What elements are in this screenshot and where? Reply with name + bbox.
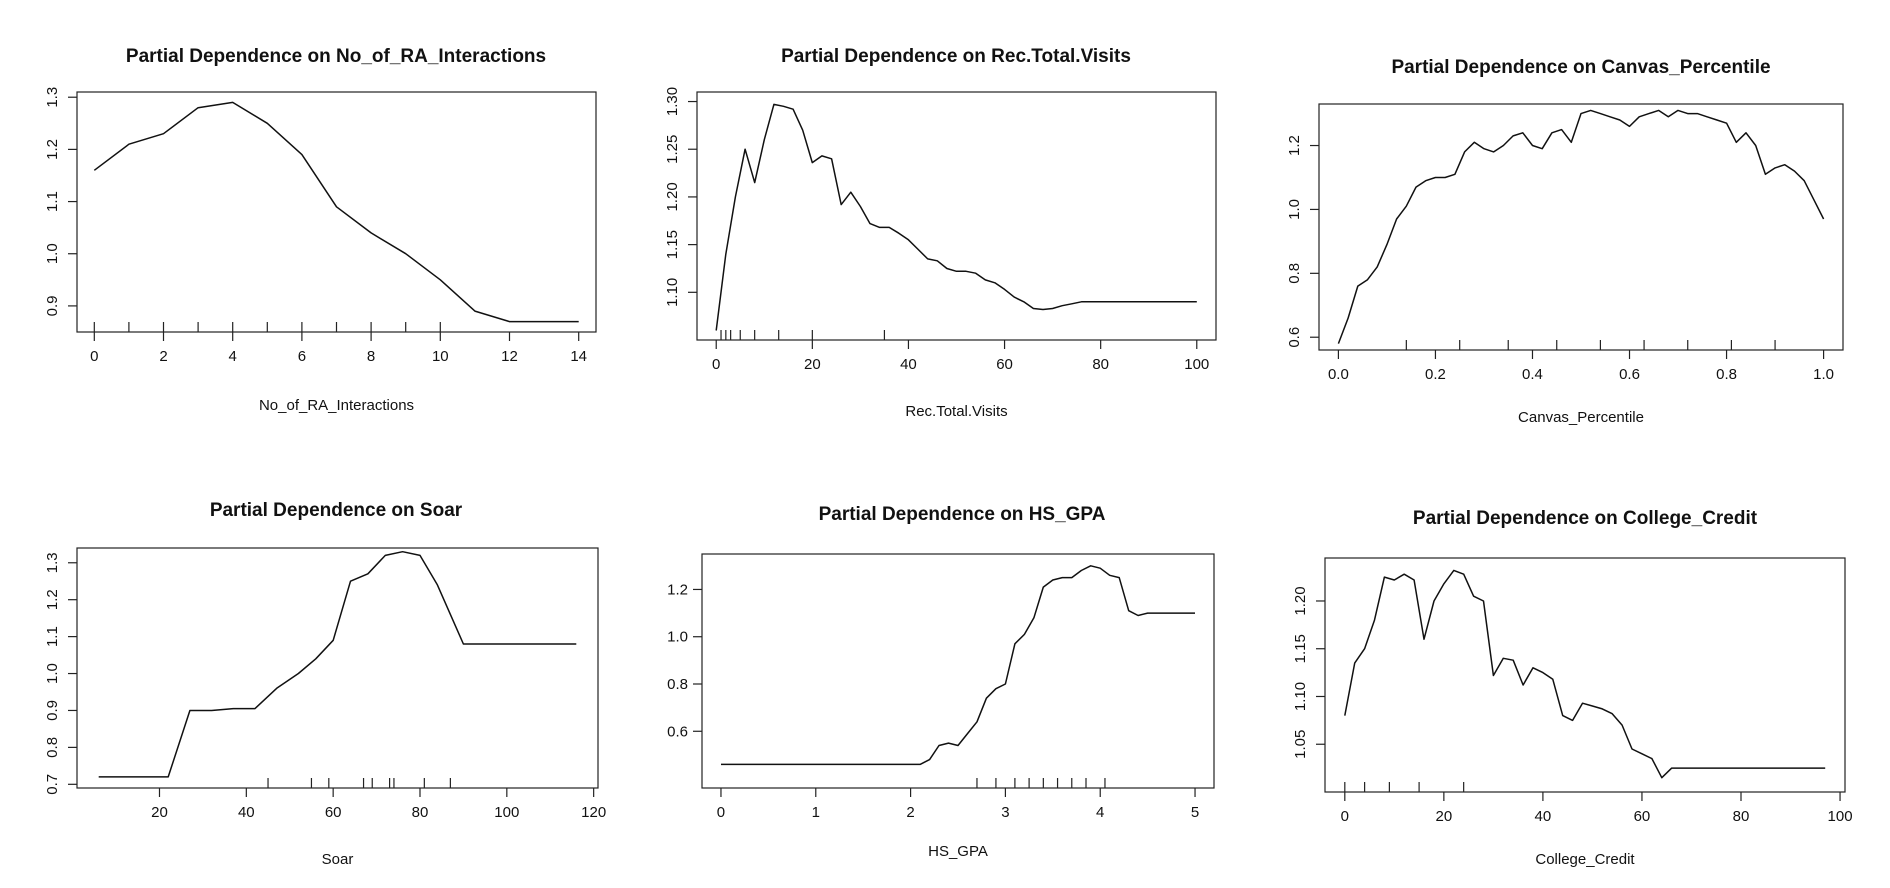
x-tick-label: 0.0: [1328, 366, 1349, 383]
x-tick-label: 8: [367, 348, 375, 365]
y-tick-label: 1.2: [1286, 135, 1303, 156]
x-tick-label: 20: [804, 356, 821, 373]
y-tick-label: 1.3: [44, 87, 61, 108]
y-tick-label: 1.25: [664, 135, 681, 164]
partial-dependence-line: [93, 101, 579, 323]
x-tick-label: 100: [1828, 808, 1853, 825]
y-tick-label: 0.8: [1286, 263, 1303, 284]
plot-frame: [696, 91, 1217, 341]
x-tick-label: 0: [90, 348, 98, 365]
chart-title: Partial Dependence on College_Credit: [1413, 508, 1758, 529]
chart-rec-total-visits: Partial Dependence on Rec.Total.Visits 0 2…: [664, 46, 1217, 420]
x-tick-label: 60: [1634, 808, 1651, 825]
x-tick-label: 100: [494, 804, 519, 821]
x-tick-label: 0.8: [1716, 366, 1737, 383]
chart-title: Partial Dependence on Rec.Total.Visits: [781, 46, 1131, 67]
x-tick-label: 4: [229, 348, 237, 365]
y-tick-label: 0.9: [44, 700, 61, 721]
y-tick-label: 1.0: [667, 629, 688, 646]
x-axis-label: Soar: [322, 851, 354, 868]
chart-title: Partial Dependence on HS_GPA: [819, 504, 1106, 525]
y-tick-label: 0.9: [44, 295, 61, 316]
chart-soar: Partial Dependence on Soar 20 40 60 80 100 120…: [44, 500, 606, 868]
x-tick-label: 10: [432, 348, 449, 365]
x-axis-label: Rec.Total.Visits: [905, 403, 1007, 420]
y-tick-label: 1.0: [44, 243, 61, 264]
chart-title: Partial Dependence on No_of_RA_Interacti…: [126, 46, 546, 67]
y-tick-label: 1.2: [44, 139, 61, 160]
chart-no-of-ra-interactions: Partial Dependence on No_of_RA_Interacti…: [44, 46, 597, 414]
x-tick-label: 60: [996, 356, 1013, 373]
x-tick-label: 0: [717, 804, 725, 821]
x-tick-label: 80: [1733, 808, 1750, 825]
x-axis-label: HS_GPA: [928, 843, 988, 860]
y-tick-label: 1.05: [1292, 730, 1309, 759]
y-tick-label: 1.2: [44, 589, 61, 610]
chart-college-credit: Partial Dependence on College_Credit 0 20 4…: [1292, 508, 1853, 868]
x-axis-label: College_Credit: [1535, 851, 1635, 868]
plot-frame: [1318, 103, 1844, 351]
x-tick-label: 2: [906, 804, 914, 821]
x-tick-label: 120: [581, 804, 606, 821]
y-tick-label: 1.1: [44, 191, 61, 212]
y-tick-label: 1.15: [664, 230, 681, 259]
x-tick-label: 20: [1436, 808, 1453, 825]
y-tick-label: 0.8: [44, 737, 61, 758]
x-tick-label: 12: [501, 348, 518, 365]
x-tick-label: 20: [151, 804, 168, 821]
x-tick-label: 60: [325, 804, 342, 821]
plot-frame: [701, 553, 1215, 789]
chart-title: Partial Dependence on Soar: [210, 500, 463, 521]
plot-frame: [76, 91, 597, 333]
y-tick-label: 1.30: [664, 87, 681, 116]
y-tick-label: 1.10: [664, 278, 681, 307]
x-tick-label: 0.2: [1425, 366, 1446, 383]
x-tick-label: 40: [900, 356, 917, 373]
x-tick-label: 80: [1092, 356, 1109, 373]
x-tick-label: 1.0: [1813, 366, 1834, 383]
x-axis-label: No_of_RA_Interactions: [259, 397, 414, 414]
chart-hs-gpa: Partial Dependence on HS_GPA 0 1 2 3 4 5 0.6 0.8…: [667, 504, 1215, 860]
partial-dependence-line: [98, 550, 577, 778]
y-tick-label: 1.20: [664, 182, 681, 211]
y-tick-label: 1.1: [44, 626, 61, 647]
y-tick-label: 1.10: [1292, 682, 1309, 711]
x-tick-label: 40: [1535, 808, 1552, 825]
x-tick-label: 2: [159, 348, 167, 365]
x-tick-label: 0: [712, 356, 720, 373]
x-tick-label: 5: [1191, 804, 1199, 821]
y-tick-label: 0.6: [1286, 327, 1303, 348]
y-tick-label: 0.7: [44, 774, 61, 795]
partial-dependence-line: [1337, 109, 1825, 344]
x-tick-label: 100: [1184, 356, 1209, 373]
partial-dependence-line: [721, 565, 1195, 766]
y-tick-label: 1.3: [44, 552, 61, 573]
plot-frame: [1324, 557, 1846, 793]
plot-frame: [76, 547, 599, 789]
partial-dependence-line: [1344, 569, 1826, 779]
x-tick-label: 1: [812, 804, 820, 821]
x-tick-label: 80: [412, 804, 429, 821]
x-tick-label: 6: [298, 348, 306, 365]
x-tick-label: 0.6: [1619, 366, 1640, 383]
x-tick-label: 3: [1001, 804, 1009, 821]
x-axis-label: Canvas_Percentile: [1518, 409, 1644, 426]
x-tick-label: 0.4: [1522, 366, 1543, 383]
y-tick-label: 1.2: [667, 581, 688, 598]
partial-dependence-line: [715, 103, 1197, 331]
chart-title: Partial Dependence on Canvas_Percentile: [1391, 57, 1770, 78]
x-tick-label: 0: [1341, 808, 1349, 825]
x-tick-label: 4: [1096, 804, 1104, 821]
y-tick-label: 0.6: [667, 723, 688, 740]
x-tick-label: 40: [238, 804, 255, 821]
y-tick-label: 1.15: [1292, 634, 1309, 663]
y-tick-label: 1.0: [1286, 199, 1303, 220]
y-tick-label: 1.0: [44, 663, 61, 684]
y-tick-label: 1.20: [1292, 586, 1309, 615]
x-tick-label: 14: [570, 348, 587, 365]
chart-canvas-percentile: Partial Dependence on Canvas_Percentile 0…: [1286, 57, 1844, 426]
y-tick-label: 0.8: [667, 676, 688, 693]
